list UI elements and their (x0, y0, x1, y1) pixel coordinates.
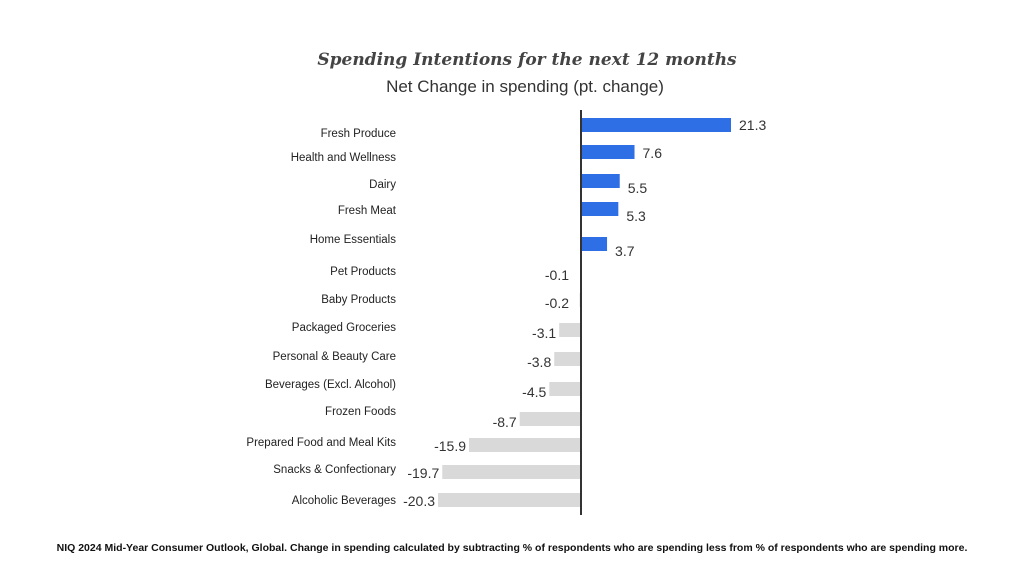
bar-9 (549, 382, 581, 396)
value-label-5: -0.1 (545, 267, 569, 283)
value-label-6: -0.2 (545, 295, 569, 311)
value-label-11: -15.9 (434, 438, 466, 454)
bars-layer (438, 118, 731, 507)
bar-13 (438, 493, 581, 507)
bar-8 (554, 352, 581, 366)
value-label-10: -8.7 (493, 414, 517, 430)
chart-title: Spending Intentions for the next 12 mont… (317, 50, 737, 70)
chart-subtitle: Net Change in spending (pt. change) (386, 77, 664, 96)
value-label-4: 3.7 (615, 243, 635, 259)
value-label-8: -3.8 (527, 354, 551, 370)
labels-layer: Fresh Produce 21.3 Health and Wellness 7.6 D… (246, 117, 766, 509)
value-label-2: 5.5 (628, 180, 648, 196)
bar-11 (469, 438, 581, 452)
bar-0 (581, 118, 731, 132)
category-label-13: Alcoholic Beverages (292, 495, 396, 507)
value-label-12: -19.7 (407, 465, 439, 481)
category-label-12: Snacks & Confectionary (273, 464, 396, 476)
category-label-11: Prepared Food and Meal Kits (246, 437, 396, 449)
category-label-0: Fresh Produce (321, 128, 396, 140)
bar-10 (519, 412, 581, 426)
category-label-2: Dairy (369, 179, 396, 191)
category-label-8: Personal & Beauty Care (273, 351, 396, 363)
category-label-4: Home Essentials (310, 234, 397, 246)
value-label-1: 7.6 (643, 145, 663, 161)
bar-7 (559, 323, 581, 337)
category-label-5: Pet Products (330, 266, 396, 278)
source-footnote: NIQ 2024 Mid-Year Consumer Outlook, Glob… (56, 542, 968, 554)
category-label-10: Frozen Foods (325, 406, 396, 418)
value-label-13: -20.3 (403, 493, 435, 509)
category-label-1: Health and Wellness (291, 152, 397, 164)
bar-3 (581, 202, 619, 216)
bar-2 (581, 174, 620, 188)
value-label-3: 5.3 (626, 208, 646, 224)
category-label-9: Beverages (Excl. Alcohol) (265, 379, 396, 391)
bar-4 (581, 237, 608, 251)
category-label-3: Fresh Meat (338, 205, 397, 217)
category-label-7: Packaged Groceries (292, 322, 396, 334)
value-label-0: 21.3 (739, 117, 766, 133)
bar-1 (581, 145, 635, 159)
value-label-7: -3.1 (532, 325, 556, 341)
bar-12 (442, 465, 581, 479)
value-label-9: -4.5 (522, 384, 546, 400)
category-label-6: Baby Products (321, 294, 396, 306)
